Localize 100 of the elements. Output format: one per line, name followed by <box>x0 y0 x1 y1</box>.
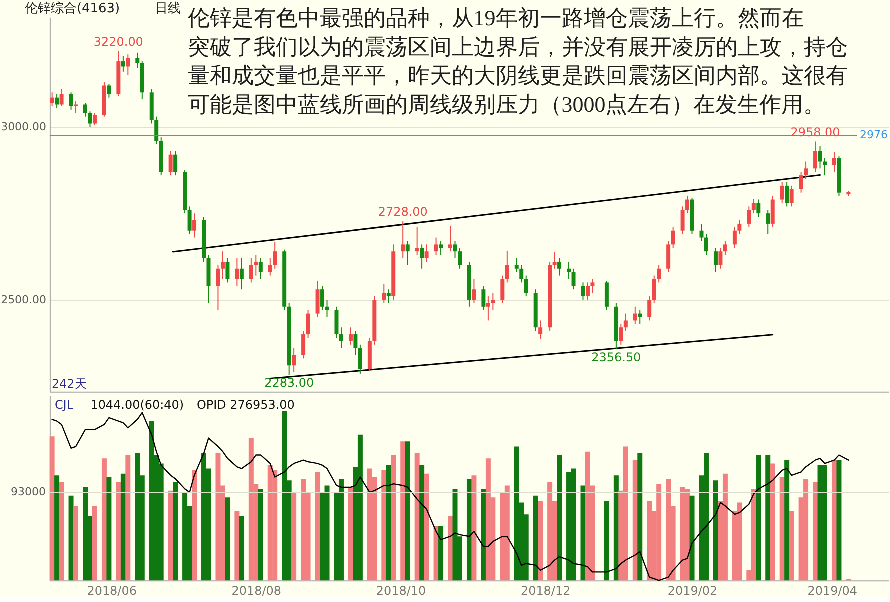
candlestick <box>718 248 723 270</box>
bar <box>116 482 122 581</box>
bar <box>173 482 178 581</box>
bar <box>481 489 486 581</box>
annotation: 伦锌是有色中最强的品种，从19年初一路增仓震荡上行。然而在 <box>188 5 804 30</box>
candlestick <box>552 251 557 270</box>
bar <box>472 476 477 581</box>
candlestick <box>302 330 306 360</box>
bar <box>789 511 794 581</box>
bar <box>424 474 430 581</box>
bar <box>59 482 64 581</box>
bar <box>225 498 230 581</box>
candlestick <box>60 88 64 107</box>
bar <box>604 501 610 581</box>
candlestick <box>92 112 97 126</box>
candlestick <box>572 268 576 290</box>
candlestick <box>766 210 770 235</box>
candlestick <box>254 254 258 276</box>
annotation: 2283.00 <box>264 376 314 390</box>
bar <box>258 489 264 581</box>
bar <box>438 526 444 581</box>
bar <box>126 455 131 581</box>
candlestick <box>799 172 804 194</box>
y-tick-label: 2500.00 <box>1 293 46 306</box>
candlestick <box>448 226 453 252</box>
bar <box>704 454 709 581</box>
annotation: 1044.00(60:40) <box>90 398 184 412</box>
candlestick <box>747 206 752 228</box>
x-tick-label: 2019/04 <box>808 584 858 598</box>
bar <box>756 455 762 581</box>
bar <box>382 470 387 581</box>
bar <box>770 464 776 581</box>
candlestick <box>638 310 642 325</box>
y-tick-label: 3000.00 <box>1 120 46 134</box>
x-tick-label: 2019/02 <box>668 584 718 598</box>
candlestick <box>804 161 808 180</box>
candlestick <box>401 220 406 260</box>
bar <box>448 516 454 581</box>
bar <box>292 492 297 581</box>
x-tick-label: 2018/10 <box>376 584 426 598</box>
chart-subtitle: 日线 <box>154 1 181 16</box>
candlestick <box>700 223 704 242</box>
candlestick <box>558 258 562 276</box>
chart-title: 伦锌综合(4163) <box>24 1 120 16</box>
bar <box>102 458 107 581</box>
candlestick <box>258 258 263 280</box>
candlestick <box>482 286 486 311</box>
bar <box>92 506 98 581</box>
candlestick <box>424 244 429 262</box>
x-tick-label: 2018/12 <box>520 584 571 598</box>
bar <box>50 436 55 581</box>
candlestick <box>55 94 60 109</box>
bar <box>68 496 74 581</box>
bar <box>202 454 207 581</box>
candlestick <box>174 150 178 176</box>
bar <box>836 460 842 581</box>
bar <box>54 476 60 581</box>
candlestick <box>752 198 756 214</box>
candlestick <box>320 286 325 311</box>
candlestick <box>832 152 836 173</box>
candlestick <box>818 146 822 170</box>
candlestick <box>415 226 420 256</box>
bar <box>234 511 240 581</box>
x-tick-label: 2018/08 <box>232 584 282 598</box>
candlestick <box>657 264 662 284</box>
bar <box>106 477 112 581</box>
candlestick <box>325 299 330 318</box>
candlestick <box>358 344 362 374</box>
text: 93000 <box>11 486 46 499</box>
annotation: 突破了我们以为的震荡区间上边界后，并没有展开凌厉的上攻，持仓 <box>188 34 848 60</box>
candlestick <box>500 275 505 304</box>
candlestick <box>107 84 112 98</box>
candlestick <box>586 282 590 300</box>
candlestick <box>354 330 358 356</box>
candlestick <box>192 213 197 238</box>
bar <box>538 501 544 581</box>
candlestick <box>406 240 410 266</box>
candlestick <box>220 251 225 280</box>
annotation: OPID 276953.00 <box>196 398 295 412</box>
bar <box>405 442 410 581</box>
annotation: 2728.00 <box>378 205 428 220</box>
annotation: 量和成交量也是平平，昨天的大阴线更是跌回震荡区间内部。这很有 <box>188 63 848 88</box>
bar <box>192 470 198 581</box>
candlestick <box>686 195 690 214</box>
candlestick <box>121 56 126 72</box>
candlestick <box>785 182 790 208</box>
bar <box>548 482 553 581</box>
candlestick <box>652 275 656 304</box>
bar <box>239 516 244 581</box>
candlestick <box>814 141 818 173</box>
candlestick <box>386 289 391 304</box>
candlestick <box>348 327 353 346</box>
candlestick <box>732 226 737 249</box>
candlestick <box>235 258 240 287</box>
ref-line-label: 2976 <box>860 128 888 142</box>
candlestick <box>514 258 519 273</box>
candlestick <box>226 258 230 284</box>
candlestick <box>538 320 543 340</box>
candlestick <box>581 282 586 300</box>
candlestick <box>520 264 524 284</box>
